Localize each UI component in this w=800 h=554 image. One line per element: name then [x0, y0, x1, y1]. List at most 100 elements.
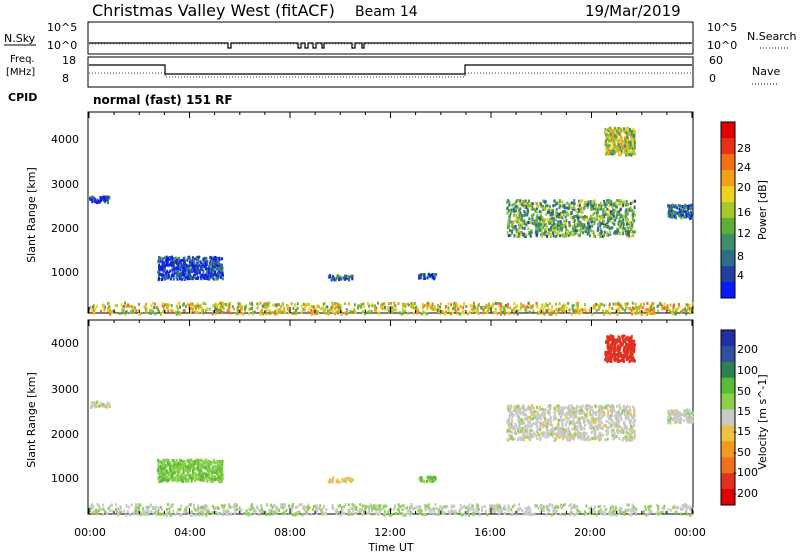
velocity-echo-mark	[531, 429, 534, 433]
power-echo-mark	[302, 302, 305, 306]
velocity-echo-mark	[164, 463, 166, 467]
power-echo-mark	[685, 210, 687, 214]
velocity-echo-mark	[552, 427, 555, 431]
power-echo-mark	[308, 307, 311, 311]
power-echo-mark	[518, 226, 521, 230]
power-echo-mark	[632, 134, 635, 138]
power-echo-mark	[188, 257, 191, 260]
velocity-echo-mark	[418, 477, 421, 481]
power-echo-mark	[553, 227, 556, 231]
power-echo-mark	[523, 205, 526, 209]
power-cbar-tick-4: 4	[737, 269, 744, 282]
power-echo-mark	[668, 213, 671, 217]
velocity-echo-mark	[672, 411, 675, 415]
power-echo-mark	[209, 264, 212, 268]
power-echo-mark	[593, 217, 596, 221]
power-echo-mark	[197, 307, 200, 310]
velocity-echo-mark	[566, 413, 569, 417]
power-echo-mark	[531, 202, 534, 206]
velocity-echo-mark	[630, 438, 632, 442]
power-echo-mark	[550, 219, 553, 223]
power-echo-mark	[513, 213, 516, 217]
velocity-echo-mark	[566, 435, 568, 439]
power-echo-mark	[538, 222, 541, 226]
velocity-echo-mark	[615, 348, 618, 352]
power-echo-mark	[151, 301, 154, 305]
velocity-echo-mark	[528, 434, 531, 438]
velocity-echo-mark	[194, 476, 197, 480]
power-echo-mark	[189, 270, 192, 274]
velocity-echo-mark	[583, 512, 586, 516]
power-echo-mark	[314, 307, 317, 311]
power-echo-mark	[487, 309, 490, 312]
velocity-echo-mark	[526, 427, 529, 431]
velocity-echo-mark	[607, 340, 610, 344]
power-echo-mark	[617, 213, 620, 217]
power-echo-mark	[610, 200, 613, 204]
velocity-echo-mark	[171, 474, 173, 478]
power-echo-mark	[627, 228, 629, 232]
nsearch-label: N.Search	[747, 30, 797, 43]
velocity-echo-mark	[570, 507, 573, 511]
power-echo-mark	[444, 305, 447, 308]
power-echo-mark	[555, 214, 558, 218]
velocity-echo-mark	[598, 425, 601, 429]
power-echo-mark	[667, 214, 670, 218]
power-echo-mark	[169, 256, 172, 259]
velocity-echo-mark	[618, 404, 621, 407]
velocity-echo-mark	[573, 437, 576, 441]
power-echo-mark	[558, 206, 561, 210]
power-echo-mark	[264, 302, 267, 306]
power-echo-mark	[93, 308, 95, 312]
power-echo-mark	[152, 310, 155, 314]
power-echo-mark	[462, 306, 465, 310]
velocity-echo-mark	[554, 406, 557, 410]
power-echo-mark	[384, 305, 386, 309]
power-echo-mark	[621, 139, 624, 143]
velocity-echo-mark	[523, 409, 526, 412]
velocity-echo-mark	[336, 478, 339, 482]
power-echo-mark	[218, 265, 221, 269]
power-echo-mark	[614, 208, 617, 212]
velocity-echo-mark	[478, 513, 481, 517]
velocity-echo-mark	[532, 422, 534, 426]
power-echo-mark	[216, 271, 219, 275]
power-echo-mark	[618, 222, 621, 226]
power-echo-mark	[616, 212, 619, 216]
velocity-echo-mark	[182, 465, 185, 469]
power-echo-mark	[649, 309, 651, 312]
power-echo-mark	[603, 212, 606, 216]
velocity-echo-mark	[169, 468, 172, 471]
power-echo-mark	[621, 144, 624, 148]
power-echo-mark	[472, 304, 475, 308]
power-echo-mark	[548, 205, 551, 209]
velocity-echo-mark	[173, 471, 176, 475]
power-echo-mark	[573, 199, 576, 202]
power-echo-mark	[291, 311, 294, 315]
velocity-echo-mark	[508, 418, 511, 421]
power-echo-mark	[567, 206, 570, 210]
velocity-echo-mark	[557, 429, 560, 433]
power-echo-mark	[281, 309, 284, 313]
power-echo-mark	[441, 310, 444, 313]
power-echo-mark	[631, 200, 634, 204]
power-echo-mark	[121, 306, 124, 310]
velocity-echo-mark	[350, 477, 353, 481]
velocity-echo-mark	[554, 433, 557, 437]
power-echo-mark	[542, 221, 545, 225]
velocity-echo-mark	[281, 512, 284, 516]
power-echo-mark	[94, 307, 97, 311]
power-echo-mark	[276, 311, 279, 315]
velocity-echo-mark	[537, 427, 540, 431]
power-echo-mark	[507, 209, 510, 213]
power-echo-mark	[163, 256, 166, 260]
power-cbar-tick-12: 12	[737, 227, 751, 240]
power-echo-mark	[680, 310, 683, 314]
power-echo-mark	[529, 201, 532, 205]
power-echo-mark	[154, 312, 157, 316]
power-echo-mark	[305, 302, 308, 306]
velocity-echo-mark	[221, 472, 224, 476]
power-echo-mark	[638, 310, 641, 314]
velocity-echo-mark	[157, 508, 160, 512]
velocity-echo-mark	[164, 467, 167, 471]
